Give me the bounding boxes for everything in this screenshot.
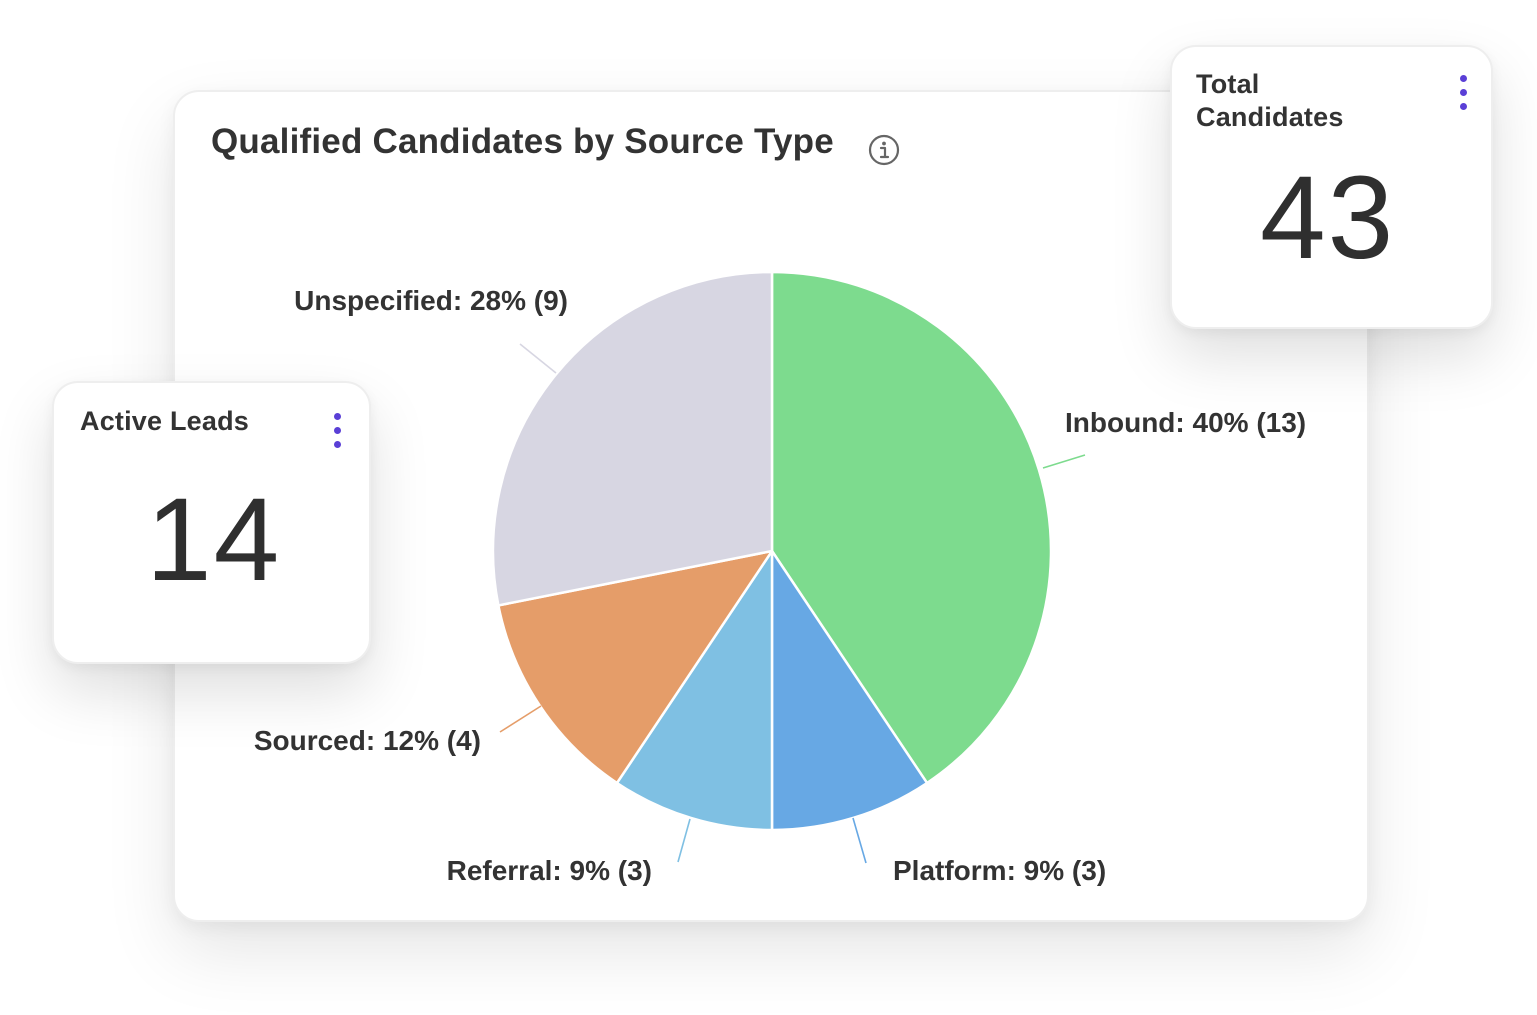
kebab-dot — [334, 427, 341, 434]
active-leads-value: 14 — [146, 474, 282, 606]
total-candidates-value: 43 — [1260, 152, 1396, 284]
chart-card: Qualified Candidates by Source Type Inbo… — [173, 90, 1369, 922]
slice-label-inbound: Inbound: 40% (13) — [1065, 407, 1306, 438]
leader-line-unspecified — [519, 343, 557, 374]
info-icon[interactable] — [867, 133, 901, 167]
pie-slice-referral[interactable] — [615, 549, 774, 832]
active-leads-card: Active Leads 14 — [52, 381, 371, 664]
slice-label-sourced: Sourced: 12% (4) — [254, 725, 481, 756]
kebab-dot — [1460, 89, 1467, 96]
slice-label-platform: Platform: 9% (3) — [893, 855, 1106, 886]
leader-line-platform — [852, 817, 867, 864]
pie-chart: Inbound: 40% (13) Platform: 9% (3) Referra… — [254, 270, 1306, 886]
kebab-dot — [1460, 103, 1467, 110]
leader-line-sourced — [499, 705, 542, 733]
active-leads-label: Active Leads — [80, 406, 249, 436]
kebab-menu-icon[interactable] — [330, 411, 344, 451]
leader-line-inbound — [1042, 454, 1086, 469]
leader-line-referral — [677, 818, 691, 863]
slice-label-unspecified: Unspecified: 28% (9) — [294, 285, 568, 316]
kebab-menu-icon[interactable] — [1456, 73, 1470, 113]
pie-slice-unspecified[interactable] — [491, 270, 774, 607]
pie-slice-platform[interactable] — [770, 549, 929, 832]
slice-label-referral: Referral: 9% (3) — [447, 855, 652, 886]
chart-title: Qualified Candidates by Source Type — [211, 122, 834, 161]
total-candidates-card: Total Candidates 43 — [1170, 45, 1493, 329]
kebab-dot — [334, 413, 341, 420]
kebab-dot — [334, 441, 341, 448]
total-candidates-label: Total Candidates — [1196, 69, 1344, 132]
kebab-dot — [1460, 75, 1467, 82]
